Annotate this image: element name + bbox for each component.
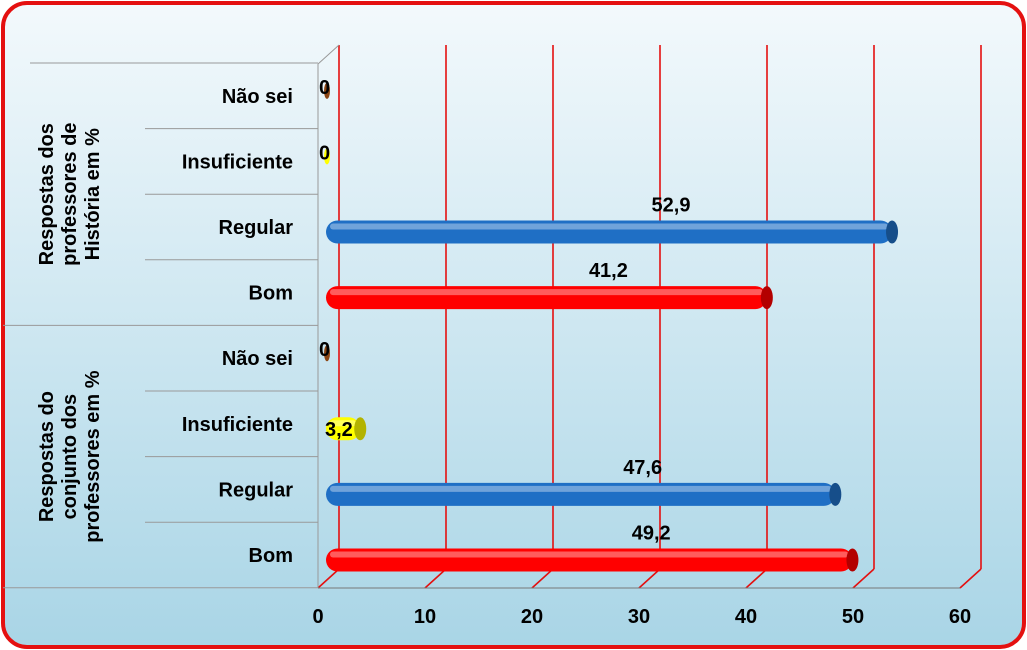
floor-gridline bbox=[317, 568, 340, 589]
bar-highlight bbox=[330, 420, 357, 427]
bar-highlight bbox=[330, 223, 889, 230]
bar-highlight bbox=[330, 289, 763, 296]
floor-gridline bbox=[424, 568, 447, 589]
x-tick-label: 60 bbox=[949, 606, 971, 628]
group-label-line: conjunto dos bbox=[59, 394, 81, 520]
category-label: Regular bbox=[219, 217, 294, 239]
x-tick-label: 50 bbox=[842, 606, 864, 628]
category-label: Regular bbox=[219, 479, 294, 501]
group-label-line: História em % bbox=[82, 128, 104, 260]
x-tick-label: 0 bbox=[312, 606, 323, 628]
bar-highlight bbox=[330, 551, 849, 558]
bars bbox=[324, 82, 899, 572]
group-label: Respostas doconjunto dosprofessores em % bbox=[36, 370, 104, 543]
data-label: 0 bbox=[319, 142, 330, 164]
bar-zero-cap bbox=[324, 148, 330, 165]
category-label: Não sei bbox=[222, 348, 293, 370]
data-label: 3,2 bbox=[325, 419, 353, 441]
floor-gridline bbox=[745, 568, 768, 589]
x-tick-label: 40 bbox=[735, 606, 757, 628]
group-label: Respostas dosprofessores deHistória em % bbox=[36, 123, 104, 266]
bar-end-cap bbox=[886, 220, 899, 244]
x-tick-label: 30 bbox=[628, 606, 650, 628]
category-axis bbox=[3, 44, 960, 589]
data-label: 0 bbox=[319, 77, 330, 99]
bar-end-cap bbox=[829, 482, 842, 506]
bar-end-cap bbox=[354, 417, 367, 441]
bar-zero-cap bbox=[324, 82, 330, 99]
data-label: 47,6 bbox=[623, 457, 662, 479]
floor-gridline bbox=[638, 568, 661, 589]
floor-gridline bbox=[531, 568, 554, 589]
data-label: 49,2 bbox=[632, 523, 671, 545]
x-tick-label: 20 bbox=[521, 606, 543, 628]
group-label-line: Respostas do bbox=[36, 391, 58, 522]
bar-end-cap bbox=[846, 548, 859, 572]
category-label: Insuficiente bbox=[182, 414, 293, 436]
category-label: Bom bbox=[249, 545, 293, 567]
axis-wall-line bbox=[317, 44, 340, 65]
x-tick-label: 10 bbox=[414, 606, 436, 628]
bar-end-cap bbox=[760, 286, 773, 310]
data-label: 41,2 bbox=[589, 260, 628, 282]
category-label: Insuficiente bbox=[182, 151, 293, 173]
bar-highlight bbox=[330, 485, 832, 492]
category-label: Não sei bbox=[222, 86, 293, 108]
labels: 0 10 20 30 40 50 60 Respostas dosprofessores de… bbox=[36, 77, 971, 628]
category-label: Bom bbox=[249, 283, 293, 305]
group-label-line: professores em % bbox=[82, 370, 104, 543]
floor-gridline bbox=[852, 568, 875, 589]
group-label-line: Respostas dos bbox=[36, 123, 58, 265]
data-label: 0 bbox=[319, 339, 330, 361]
data-label: 52,9 bbox=[652, 195, 691, 217]
bar-zero-cap bbox=[324, 345, 330, 362]
group-label-line: professores de bbox=[59, 123, 81, 266]
floor-gridline bbox=[959, 568, 982, 589]
